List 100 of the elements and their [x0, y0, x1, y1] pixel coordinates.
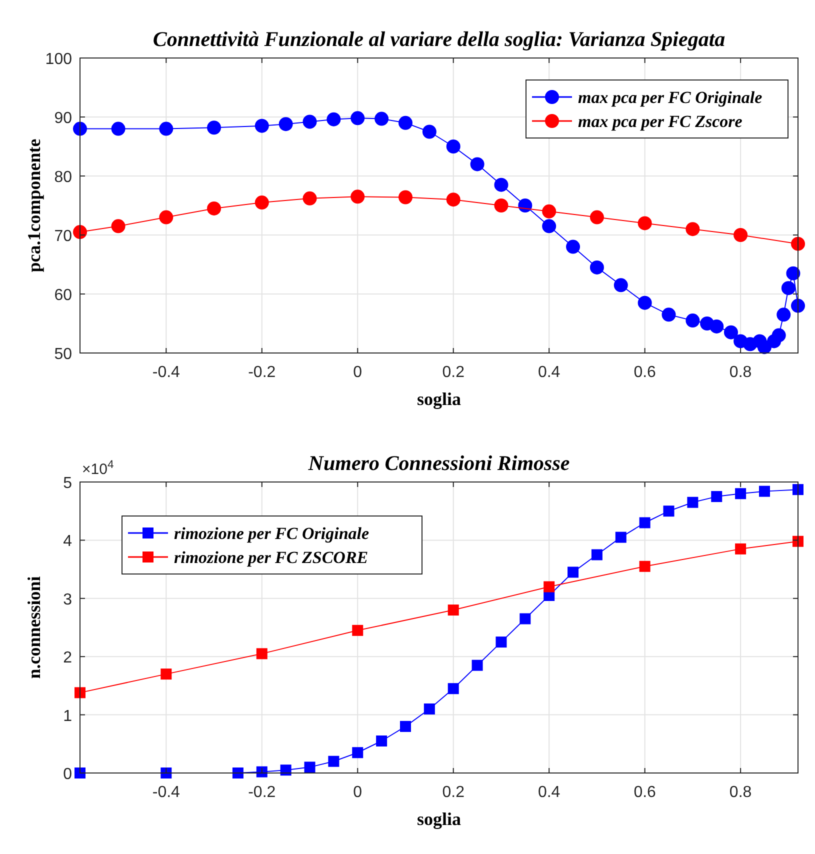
legend-label: rimozione per FC ZSCORE: [174, 548, 368, 567]
point: [494, 198, 508, 212]
point: [590, 210, 604, 224]
point: [638, 296, 652, 310]
point: [74, 687, 86, 698]
point: [256, 648, 268, 660]
point: [74, 768, 86, 778]
point: [542, 204, 556, 218]
point: [686, 314, 700, 328]
x-tick-label: 0.4: [538, 784, 560, 801]
point: [302, 191, 317, 206]
legend-label: max pca per FC Originale: [578, 88, 763, 107]
point: [662, 308, 676, 322]
y-tick-label: 70: [54, 228, 72, 245]
point: [326, 112, 341, 126]
point: [735, 488, 746, 500]
y-tick-label: 0: [63, 766, 72, 783]
point: [614, 278, 628, 292]
point: [160, 668, 172, 680]
chart-title: Connettività Funzionale al variare della soglia: Varianza Spiegata: [152, 27, 726, 51]
x-axis-title: soglia: [416, 389, 462, 409]
point: [446, 140, 460, 154]
point: [400, 720, 411, 732]
point: [111, 122, 126, 136]
y-tick-label: 80: [54, 169, 72, 186]
point: [73, 225, 87, 240]
point: [352, 747, 364, 758]
point: [374, 112, 389, 126]
point: [472, 660, 483, 671]
point: [159, 210, 174, 224]
point: [207, 120, 222, 135]
point: [207, 201, 222, 216]
point: [663, 506, 674, 517]
point: [542, 219, 556, 234]
y-tick-label: 3: [63, 591, 72, 608]
point: [710, 319, 724, 334]
point: [639, 517, 650, 528]
point: [518, 198, 532, 212]
point: [350, 111, 365, 126]
point: [424, 703, 435, 714]
point: [639, 560, 650, 572]
x-tick-label: 0: [353, 784, 362, 801]
x-tick-label: 0.8: [729, 784, 752, 801]
point: [352, 624, 364, 636]
text: ×10$^{4}$: [82, 459, 114, 478]
y-tick-label: 100: [45, 51, 72, 68]
x-tick-label: -0.4: [152, 784, 180, 801]
point: [786, 266, 800, 280]
x-tick-label: 0.4: [538, 364, 560, 381]
point: [544, 581, 555, 592]
point: [278, 117, 293, 132]
point: [735, 543, 746, 554]
y-tick-label: 2: [63, 650, 72, 667]
point: [496, 636, 507, 648]
point: [792, 484, 804, 496]
point: [304, 762, 316, 773]
point: [520, 613, 531, 624]
point: [160, 768, 172, 778]
point: [422, 124, 436, 139]
point: [591, 549, 602, 560]
point: [111, 219, 126, 234]
y-tick-label: 60: [54, 287, 72, 304]
point: [590, 260, 604, 274]
point: [448, 683, 459, 694]
point: [711, 491, 722, 502]
x-axis-title: soglia: [416, 809, 462, 829]
point: [791, 298, 805, 313]
point: [687, 496, 698, 508]
point: [734, 228, 748, 242]
chart-title: Numero Connessioni Rimosse: [307, 451, 570, 475]
y-tick-label: 4: [63, 533, 72, 550]
y-tick-label: 5: [63, 475, 72, 492]
point: [772, 328, 786, 342]
point: [376, 735, 388, 746]
legend-label: max pca per FC Zscore: [578, 112, 743, 131]
point: [638, 216, 652, 230]
point: [791, 236, 805, 251]
point: [448, 604, 459, 616]
point: [776, 308, 791, 322]
point: [159, 122, 174, 136]
x-tick-label: 0.6: [634, 364, 656, 381]
point: [686, 222, 700, 236]
y-axis-title: pca.1componente: [24, 138, 44, 272]
x-tick-label: 0.6: [634, 784, 656, 801]
point: [350, 190, 365, 204]
point: [328, 756, 340, 767]
point: [724, 325, 738, 340]
point: [73, 122, 87, 136]
x-tick-label: -0.2: [248, 364, 276, 381]
point: [446, 192, 460, 207]
point: [256, 766, 268, 778]
point: [568, 566, 579, 578]
point: [398, 190, 412, 204]
point: [494, 178, 508, 192]
point: [254, 118, 269, 133]
x-tick-label: -0.2: [248, 784, 276, 801]
point: [232, 768, 244, 778]
y-tick-label: 1: [63, 708, 72, 725]
point: [398, 116, 412, 130]
x-tick-label: 0: [353, 364, 362, 381]
